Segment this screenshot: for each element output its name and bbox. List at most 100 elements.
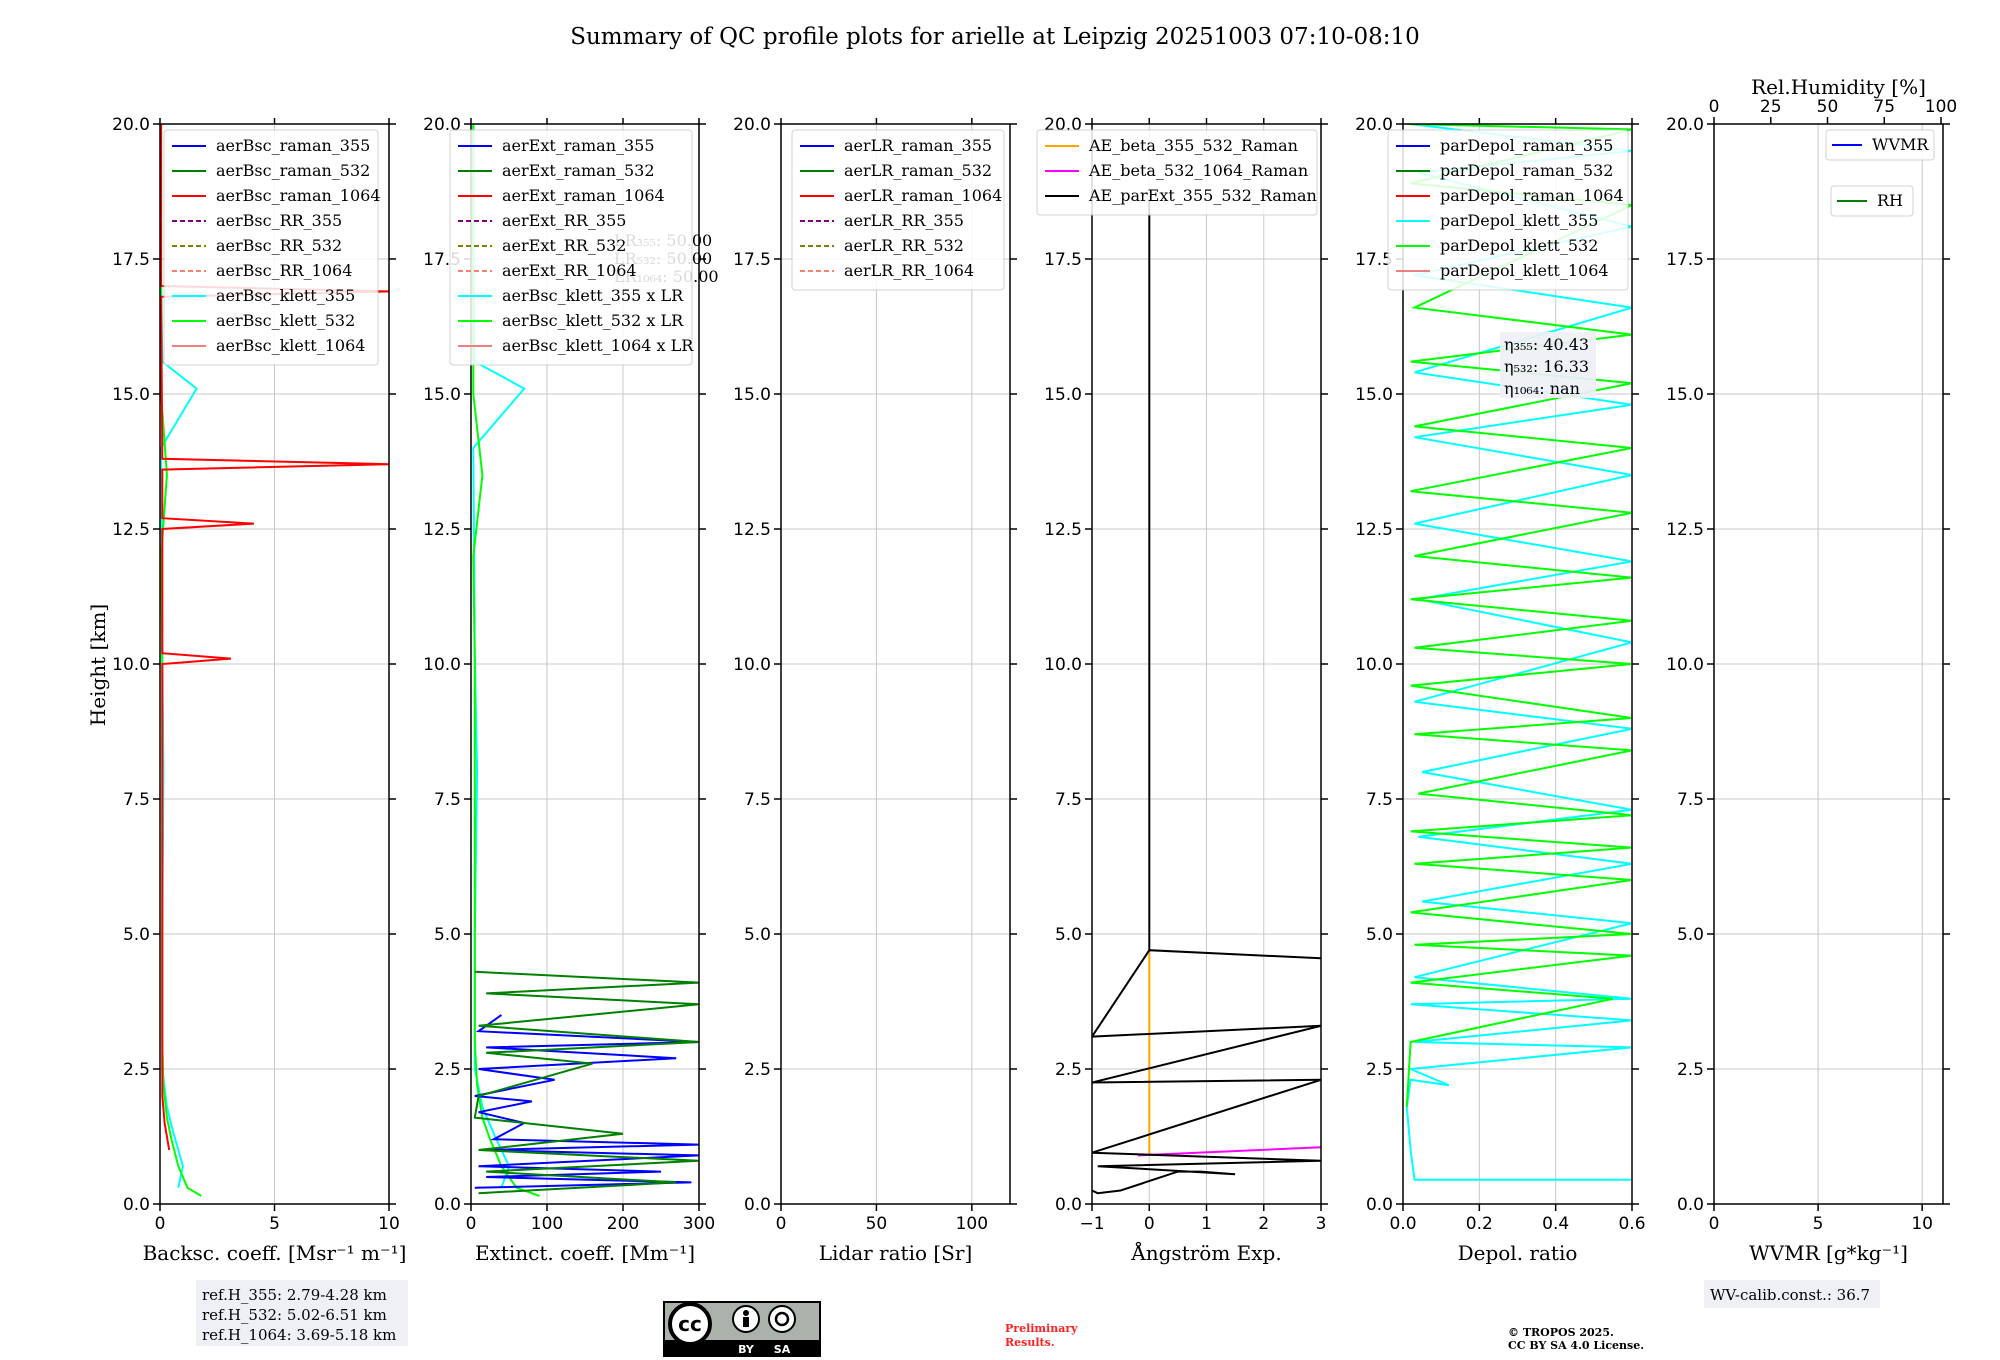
legend-label-aerBsc_klett_532: aerBsc_klett_532 [216,311,355,330]
y-tick-label-wv-2: 5.0 [1677,925,1704,945]
legend-label-aerLR_RR_355: aerLR_RR_355 [844,211,964,230]
legend-label-aerBsc_klett_355: aerBsc_klett_355 [216,286,355,305]
legend-label-aerBsc_raman_355: aerBsc_raman_355 [216,136,370,155]
y-tick-label-ang-7: 17.5 [1044,250,1082,270]
series-aerBsc_klett_532 x LR [472,124,540,1197]
legend-label-aerExt_raman_355: aerExt_raman_355 [502,136,655,155]
legend-label-aerBsc_klett_1064: aerBsc_klett_1064 [216,336,365,355]
wv-calib-box: WV-calib.const.: 36.7 [1704,1280,1880,1308]
legend-box-wvmr [1825,129,1935,161]
legend-label-aerLR_raman_355: aerLR_raman_355 [844,136,992,155]
y-tick-label-depol-5: 12.5 [1355,520,1393,540]
eta-annotation-background [1500,332,1596,398]
y-tick-label-wv-6: 15.0 [1666,385,1704,405]
x-tick-label-wv-2: 10 [1911,1214,1933,1234]
legend-label-AE_beta_355_532_Raman: AE_beta_355_532_Raman [1088,136,1298,155]
legend-label-aerExt_raman_1064: aerExt_raman_1064 [502,186,665,205]
ref-heights-background [196,1280,408,1346]
rh-tick-label-2: 50 [1817,97,1839,117]
y-axis-label: Height [km] [86,604,110,726]
legend-label-aerExt_RR_355: aerExt_RR_355 [502,211,626,230]
x-tick-label-depol-2: 0.4 [1542,1214,1569,1234]
ref-heights-box: ref.H_355: 2.79-4.28 km ref.H_532: 5.02-… [196,1280,408,1346]
x-axis-label-ext: Extinct. coeff. [Mm⁻¹] [475,1241,695,1265]
y-tick-label-depol-6: 15.0 [1355,385,1393,405]
copyright-line-2: CC BY SA 4.0 License. [1508,1339,1644,1352]
y-tick-label-ang-2: 5.0 [1055,925,1082,945]
x-tick-label-wv-1: 5 [1813,1214,1824,1234]
y-tick-label-ext-6: 15.0 [423,385,461,405]
legend-label-parDepol_klett_355: parDepol_klett_355 [1440,211,1598,230]
y-tick-label-wv-5: 12.5 [1666,520,1704,540]
rh-axis-label: Rel.Humidity [%] [1751,75,1926,99]
y-tick-label-depol-7: 17.5 [1355,250,1393,270]
cc-license-badge: cc BY SA [663,1301,821,1357]
x-tick-label-wv-0: 0 [1709,1214,1720,1234]
x-tick-label-ang-1: 0 [1144,1214,1155,1234]
y-tick-label-lr-6: 15.0 [733,385,771,405]
badge-footer [664,1340,820,1356]
y-tick-label-wv-0: 0.0 [1677,1195,1704,1215]
legend-label-aerBsc_raman_1064: aerBsc_raman_1064 [216,186,381,205]
y-tick-label-wv-8: 20.0 [1666,115,1704,135]
legend-label-aerBsc_klett_1064 x LR: aerBsc_klett_1064 x LR [502,336,694,355]
legend-label-aerLR_raman_532: aerLR_raman_532 [844,161,992,180]
x-tick-label-ext-3: 300 [683,1214,715,1234]
eta-annotation-0: η₃₅₅: 40.43 [1504,335,1589,354]
y-tick-label-lr-1: 2.5 [744,1060,771,1080]
y-tick-label-bsc-4: 10.0 [112,655,150,675]
legend-label-aerBsc_klett_532 x LR: aerBsc_klett_532 x LR [502,311,684,330]
wvmr-panel: 0 5 10 0.0 2.5 5.0 7.5 10.0 12.5 15.0 17.5 20.0 WVMR… [1666,75,1957,1265]
cc-icon-text: cc [678,1312,702,1336]
rh-tick-label-0: 0 [1709,97,1720,117]
ref-height-532: ref.H_532: 5.02-6.51 km [202,1306,387,1324]
y-tick-label-ext-1: 2.5 [434,1060,461,1080]
series-aerExt_raman_532 [473,970,699,1195]
x-tick-label-lr-0: 0 [776,1214,787,1234]
y-tick-label-depol-3: 7.5 [1366,790,1393,810]
by-person-head-icon [743,1310,749,1316]
y-tick-label-wv-4: 10.0 [1666,655,1704,675]
series-AE_beta_532_1064_Raman [1137,1146,1321,1157]
x-tick-label-depol-3: 0.6 [1618,1214,1645,1234]
x-tick-label-ang-0: −1 [1079,1214,1104,1234]
legend-label-aerBsc_raman_532: aerBsc_raman_532 [216,161,370,180]
extinction-panel: 0 100 200 3000.02.55.07.510.012.515.017.520… [423,115,718,1265]
y-tick-label-depol-1: 2.5 [1366,1060,1393,1080]
y-tick-label-bsc-8: 20.0 [112,115,150,135]
legend-label-parDepol_klett_1064: parDepol_klett_1064 [1440,261,1609,280]
badge-by-label: BY [738,1343,755,1356]
x-axis-label-depol: Depol. ratio [1458,1241,1578,1265]
eta-annotation-1: η₅₃₂: 16.33 [1504,357,1589,376]
x-axis-label-ang: Ångström Exp. [1130,1240,1281,1265]
rh-tick-label-4: 100 [1925,97,1957,117]
y-tick-label-ext-4: 10.0 [423,655,461,675]
cc-circle-icon [668,1302,712,1346]
y-tick-label-bsc-2: 5.0 [123,925,150,945]
legend-label-aerLR_raman_1064: aerLR_raman_1064 [844,186,1002,205]
sa-share-icon [768,1305,796,1333]
badge-sa-label: SA [774,1343,791,1356]
legend-label-aerLR_RR_532: aerLR_RR_532 [844,236,964,255]
y-tick-label-bsc-6: 15.0 [112,385,150,405]
y-tick-label-wv-7: 17.5 [1666,250,1704,270]
legend-box-bsc [163,129,379,366]
x-tick-label-ext-2: 200 [607,1214,639,1234]
y-tick-label-bsc-0: 0.0 [123,1195,150,1215]
series-AE_parExt_355_532_Raman [1092,949,1321,1195]
legend-label-aerExt_raman_532: aerExt_raman_532 [502,161,655,180]
figure-title: Summary of QC profile plots for arielle … [570,24,1420,50]
y-tick-label-bsc-3: 7.5 [123,790,150,810]
y-tick-label-ang-4: 10.0 [1044,655,1082,675]
wv-calib-background [1704,1280,1880,1308]
y-tick-label-lr-5: 12.5 [733,520,771,540]
copyright-line-1: © TROPOS 2025. [1508,1326,1614,1339]
y-tick-label-depol-2: 5.0 [1366,925,1393,945]
legend-label-parDepol_raman_1064: parDepol_raman_1064 [1440,186,1624,205]
legend-label-parDepol_raman_355: parDepol_raman_355 [1440,136,1613,155]
legend-label-aerBsc_RR_355: aerBsc_RR_355 [216,211,342,230]
legend-label-rh: RH [1877,191,1903,210]
y-tick-label-lr-3: 7.5 [744,790,771,810]
legend-box-ext [449,129,693,366]
